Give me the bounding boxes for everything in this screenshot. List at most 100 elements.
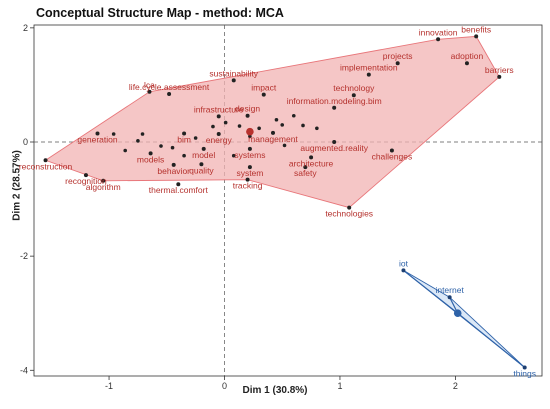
point-adoption <box>464 61 469 66</box>
data-labels: innovation benefits projects adoptionbarrie… <box>19 24 536 378</box>
point-quality <box>199 162 204 167</box>
background-point <box>237 124 242 128</box>
background-point <box>111 132 116 136</box>
point-sustainability <box>231 78 236 83</box>
point-technologies <box>347 205 352 210</box>
point-life-cycle-assessment <box>167 92 172 97</box>
point-tracking <box>245 177 250 182</box>
cluster-centroids <box>246 127 462 318</box>
label-behavior: behavior <box>157 166 190 176</box>
label-impact: impact <box>251 83 277 93</box>
point-internet <box>447 295 452 300</box>
point-infrastructure <box>216 114 221 119</box>
label-design: design <box>235 104 260 114</box>
point-safety <box>303 165 308 170</box>
point-information-modeling-bim <box>332 105 337 110</box>
point-design <box>245 113 250 118</box>
point-implementation <box>366 72 371 77</box>
point-systems <box>247 146 252 151</box>
label-models: models <box>137 154 164 164</box>
background-point <box>274 117 279 122</box>
label-benefits: benefits <box>461 24 491 34</box>
label-algorithm: algorithm <box>86 182 121 192</box>
label-internet: internet <box>435 285 464 295</box>
x-axis-label: Dim 1 (30.8%) <box>242 385 308 396</box>
label-innovation: innovation <box>419 27 458 37</box>
label-reconstruction: reconstruction <box>19 161 73 171</box>
background-point <box>182 153 186 158</box>
label-augmented-reality: augmented.reality <box>300 143 368 153</box>
point-architecture <box>309 155 314 160</box>
point-projects <box>395 61 400 66</box>
label-architecture: architecture <box>289 158 334 168</box>
label-adoption: adoption <box>451 51 484 61</box>
label-information-modeling-bim: information.modeling.bim <box>287 96 382 106</box>
label-tracking: tracking <box>233 181 263 191</box>
background-point <box>193 136 198 140</box>
background-point <box>291 113 296 118</box>
background-point <box>280 123 285 127</box>
label-technologies: technologies <box>325 209 373 219</box>
y-tick-label: 2 <box>23 23 28 33</box>
label-safety: safety <box>294 168 317 178</box>
point-impact <box>261 92 266 97</box>
point-behavior <box>171 162 176 167</box>
point-management <box>270 130 275 135</box>
point-thermal-comfort <box>176 182 181 187</box>
point-iot <box>401 268 406 273</box>
y-tick-label: -4 <box>20 365 28 375</box>
y-tick-label: -2 <box>20 251 28 261</box>
point-innovation <box>436 37 441 42</box>
label-challenges: challenges <box>372 152 413 162</box>
background-point <box>223 120 228 125</box>
cluster-centroid <box>453 309 462 318</box>
point-models <box>148 151 153 156</box>
point-things <box>522 365 527 370</box>
axis-ticks: -1 0 1 2 -4 -2 0 2 <box>20 23 458 391</box>
background-point <box>136 139 140 143</box>
point-technology <box>351 93 356 98</box>
point-lca <box>147 89 152 94</box>
y-tick-label: 0 <box>23 137 28 147</box>
background-point <box>159 144 163 148</box>
label-iot: iot <box>399 258 409 268</box>
label-implementation: implementation <box>340 63 398 73</box>
point-barriers <box>497 74 502 79</box>
point-recognition <box>83 173 88 178</box>
label-recognition: recognition <box>65 176 107 186</box>
label-energy: energy <box>206 135 233 145</box>
point-generation <box>95 131 100 136</box>
background-point <box>301 123 305 128</box>
label-systems: systems <box>234 150 265 160</box>
background-points <box>111 113 319 158</box>
point-system <box>247 165 252 170</box>
cluster-link <box>403 269 459 314</box>
background-point <box>315 126 319 131</box>
x-tick-label: 0 <box>222 381 227 391</box>
label-thermal-comfort: thermal.comfort <box>149 185 209 195</box>
label-infrastructure: infrastructure <box>194 104 244 114</box>
cluster-link <box>457 312 526 368</box>
y-axis-label: Dim 2 (28.57%) <box>11 150 23 221</box>
label-lca: lca <box>144 80 155 90</box>
point-challenges <box>389 148 394 153</box>
label-bim: bim <box>177 134 191 144</box>
data-points <box>43 34 527 370</box>
cluster-centroid <box>246 127 254 136</box>
x-tick-label: 1 <box>337 381 342 391</box>
label-projects: projects <box>383 51 413 61</box>
point-benefits <box>474 34 479 39</box>
background-point <box>231 153 236 158</box>
point-bim <box>182 131 187 136</box>
chart-title: Conceptual Structure Map - method: MCA <box>36 6 284 20</box>
label-barriers: barriers <box>485 65 514 75</box>
point-model <box>201 146 206 151</box>
label-quality: quality <box>189 165 214 175</box>
label-management: management <box>248 134 298 144</box>
background-point <box>123 148 128 153</box>
x-tick-label: -1 <box>105 381 113 391</box>
background-point <box>282 143 287 148</box>
background-point <box>257 126 261 131</box>
label-sustainability: sustainability <box>209 68 258 78</box>
